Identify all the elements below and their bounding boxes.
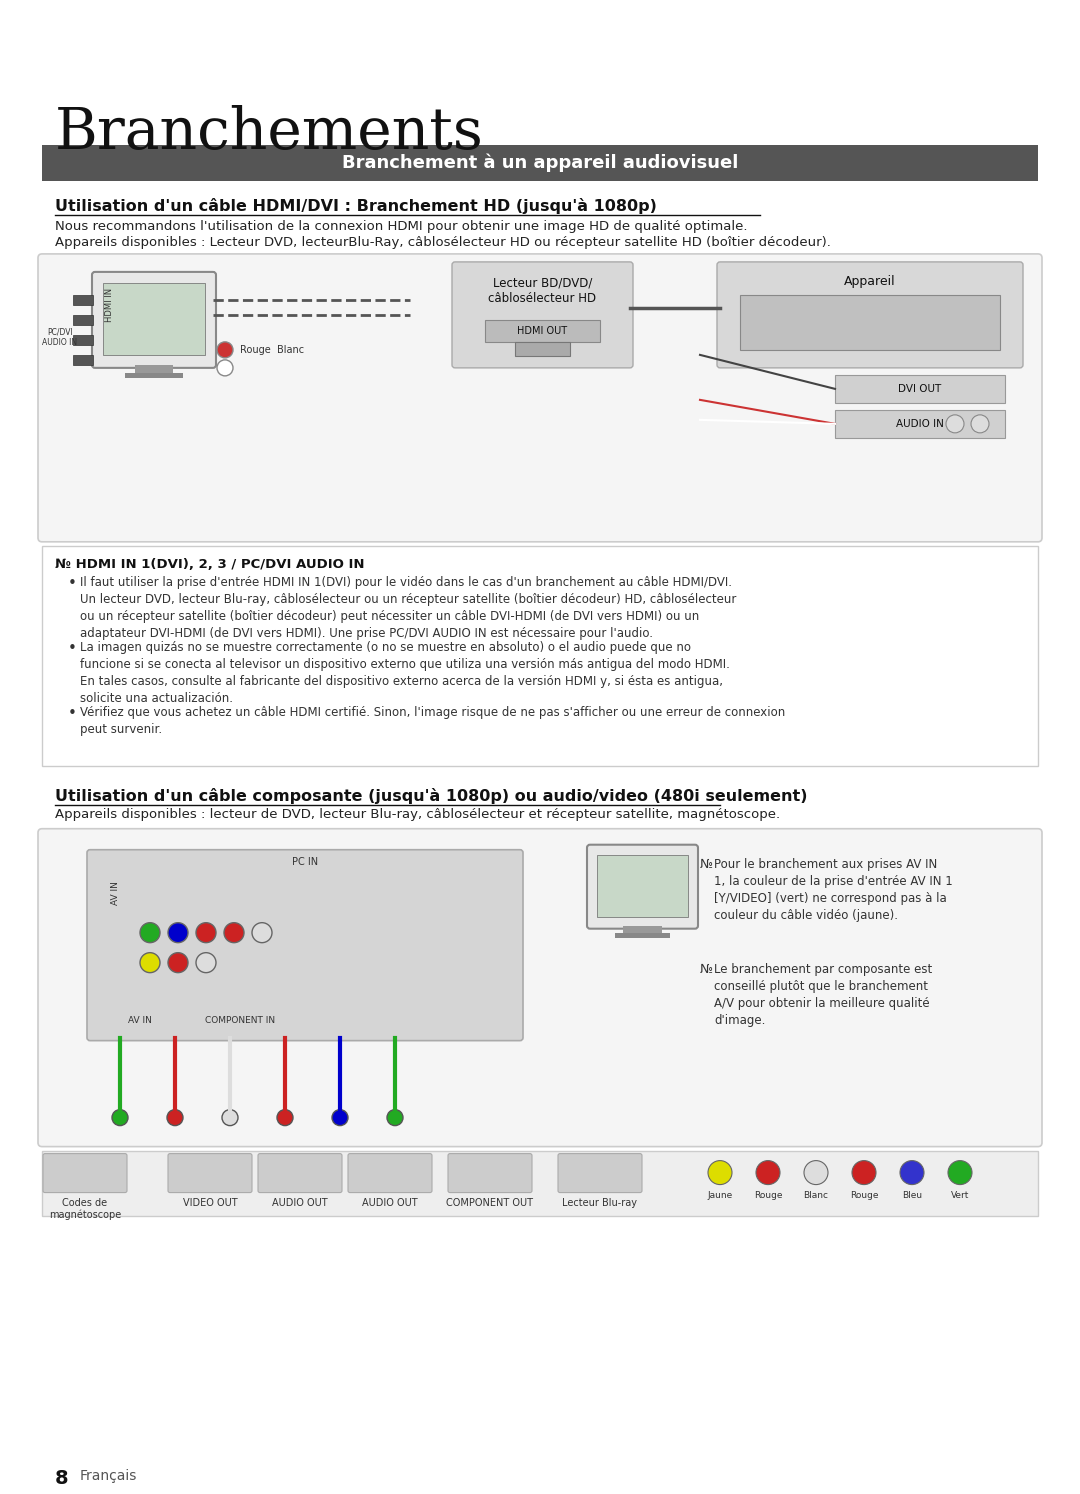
Text: VIDEO OUT: VIDEO OUT [183,1198,238,1207]
Text: Jaune: Jaune [707,1191,732,1200]
FancyBboxPatch shape [597,855,688,917]
Text: HDMI OUT: HDMI OUT [517,326,567,336]
Circle shape [946,415,964,433]
Bar [73,335,93,345]
Bar [125,374,183,378]
Text: COMPONENT IN: COMPONENT IN [205,1016,275,1025]
Text: Français: Français [80,1470,137,1484]
Text: №: № [700,962,713,976]
Text: DVI OUT: DVI OUT [899,384,942,394]
Circle shape [852,1161,876,1185]
Text: Nous recommandons l'utilisation de la connexion HDMI pour obtenir une image HD d: Nous recommandons l'utilisation de la co… [55,220,747,233]
Text: Blanc: Blanc [804,1191,828,1200]
Text: 8: 8 [55,1470,69,1488]
Circle shape [140,953,160,973]
FancyBboxPatch shape [835,409,1005,438]
Text: AUDIO OUT: AUDIO OUT [272,1198,328,1207]
FancyBboxPatch shape [38,254,1042,542]
Text: AUDIO IN: AUDIO IN [896,418,944,429]
Text: Vérifiez que vous achetez un câble HDMI certifié. Sinon, l'image risque de ne pa: Vérifiez que vous achetez un câble HDMI … [80,705,785,735]
FancyBboxPatch shape [717,261,1023,368]
Text: Branchement à un appareil audiovisuel: Branchement à un appareil audiovisuel [341,154,739,172]
FancyBboxPatch shape [485,320,600,342]
FancyBboxPatch shape [87,850,523,1041]
Text: AUDIO OUT: AUDIO OUT [362,1198,418,1207]
Bar [73,315,93,324]
Text: Pour le branchement aux prises AV IN
1, la couleur de la prise d'entrée AV IN 1
: Pour le branchement aux prises AV IN 1, … [714,858,953,922]
FancyBboxPatch shape [558,1153,642,1192]
Circle shape [276,1110,293,1125]
Bar [73,294,93,305]
Text: № HDMI IN 1(DVI), 2, 3 / PC/DVI AUDIO IN: № HDMI IN 1(DVI), 2, 3 / PC/DVI AUDIO IN [55,557,365,571]
FancyBboxPatch shape [38,829,1042,1146]
Circle shape [140,923,160,943]
Circle shape [971,415,989,433]
Text: HDMI IN: HDMI IN [106,288,114,321]
Text: Branchements: Branchements [55,105,484,161]
Text: Rouge: Rouge [850,1191,878,1200]
Circle shape [332,1110,348,1125]
Circle shape [168,923,188,943]
Text: Le branchement par composante est
conseillé plutôt que le branchement
A/V pour o: Le branchement par composante est consei… [714,962,932,1026]
Circle shape [217,342,233,359]
FancyBboxPatch shape [588,844,698,929]
Text: Vert: Vert [950,1191,969,1200]
Text: La imagen quizás no se muestre correctamente (o no se muestre en absoluto) o el : La imagen quizás no se muestre correctam… [80,641,730,705]
Text: •: • [68,705,77,720]
Bar [615,932,670,938]
Text: Appareil: Appareil [845,275,895,288]
Text: Lecteur BD/DVD/
câblosélecteur HD: Lecteur BD/DVD/ câblosélecteur HD [488,276,596,305]
FancyBboxPatch shape [515,342,570,356]
Circle shape [112,1110,129,1125]
Circle shape [948,1161,972,1185]
Text: Bleu: Bleu [902,1191,922,1200]
Text: PC/DVI
AUDIO IN: PC/DVI AUDIO IN [42,327,78,347]
Circle shape [708,1161,732,1185]
Text: Il faut utiliser la prise d'entrée HDMI IN 1(DVI) pour le vidéo dans le cas d'un: Il faut utiliser la prise d'entrée HDMI … [80,575,737,639]
Text: №: № [700,858,713,871]
Text: AV IN: AV IN [110,881,120,905]
Circle shape [195,953,216,973]
Text: Rouge  Blanc: Rouge Blanc [240,345,305,356]
Bar [42,1150,1038,1216]
Circle shape [756,1161,780,1185]
Text: AV IN: AV IN [129,1016,152,1025]
Text: Utilisation d'un câble HDMI/DVI : Branchement HD (jusqu'à 1080p): Utilisation d'un câble HDMI/DVI : Branch… [55,197,657,214]
Text: Lecteur Blu-ray: Lecteur Blu-ray [563,1198,637,1207]
FancyBboxPatch shape [168,1153,252,1192]
FancyBboxPatch shape [258,1153,342,1192]
Text: COMPONENT OUT: COMPONENT OUT [446,1198,534,1207]
Circle shape [217,360,233,376]
Bar [73,356,93,365]
FancyBboxPatch shape [42,545,1038,766]
FancyBboxPatch shape [103,282,205,356]
FancyBboxPatch shape [43,1153,127,1192]
Circle shape [252,923,272,943]
Bar [623,926,662,932]
Text: Codes de
magnétoscope: Codes de magnétoscope [49,1198,121,1219]
Circle shape [167,1110,183,1125]
Text: Appareils disponibles : lecteur de DVD, lecteur Blu-ray, câblosélecteur et récep: Appareils disponibles : lecteur de DVD, … [55,808,780,820]
Circle shape [168,953,188,973]
Text: Appareils disponibles : Lecteur DVD, lecteurBlu-Ray, câblosélecteur HD ou récept: Appareils disponibles : Lecteur DVD, lec… [55,236,831,249]
Text: •: • [68,641,77,656]
Text: Rouge: Rouge [754,1191,782,1200]
FancyBboxPatch shape [42,145,1038,181]
FancyBboxPatch shape [348,1153,432,1192]
Text: Utilisation d'un câble composante (jusqu'à 1080p) ou audio/video (480i seulement: Utilisation d'un câble composante (jusqu… [55,787,808,804]
Circle shape [900,1161,924,1185]
Circle shape [804,1161,828,1185]
FancyBboxPatch shape [835,375,1005,403]
Circle shape [224,923,244,943]
FancyBboxPatch shape [92,272,216,368]
FancyBboxPatch shape [453,261,633,368]
FancyBboxPatch shape [448,1153,532,1192]
Text: PC IN: PC IN [292,856,319,867]
Circle shape [222,1110,238,1125]
Bar [135,365,173,374]
Text: •: • [68,575,77,590]
Circle shape [387,1110,403,1125]
Circle shape [195,923,216,943]
FancyBboxPatch shape [740,294,1000,350]
